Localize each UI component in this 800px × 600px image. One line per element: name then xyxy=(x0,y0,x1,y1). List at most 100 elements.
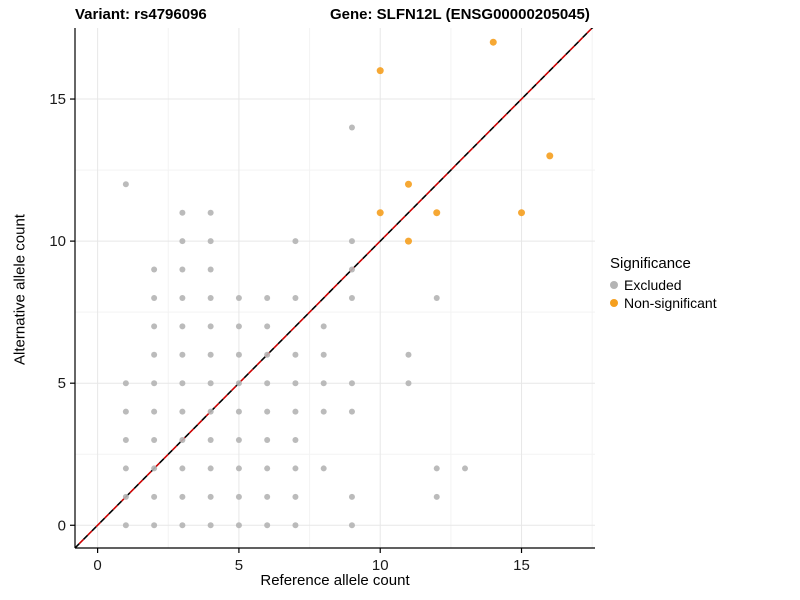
data-point-excluded xyxy=(292,522,299,529)
data-point-excluded xyxy=(292,437,299,444)
data-point-excluded xyxy=(179,209,186,216)
data-point-excluded xyxy=(292,294,299,301)
legend-item-label: Excluded xyxy=(624,277,682,293)
data-point-excluded xyxy=(348,522,355,529)
data-point-excluded xyxy=(264,522,271,529)
data-point-excluded xyxy=(122,493,129,500)
data-point-excluded xyxy=(462,465,468,472)
data-point-excluded xyxy=(264,323,271,330)
data-point-excluded xyxy=(207,266,214,273)
data-point-excluded xyxy=(235,380,242,387)
data-point-excluded xyxy=(292,408,299,415)
data-point-excluded xyxy=(292,238,299,245)
y-axis-label: Alternative allele count xyxy=(11,214,29,365)
data-point-excluded xyxy=(207,380,214,387)
excluded-dot-icon xyxy=(610,281,618,289)
data-point-excluded xyxy=(179,522,186,529)
data-point-excluded xyxy=(207,465,214,472)
data-point-excluded xyxy=(179,294,186,301)
data-point-excluded xyxy=(179,437,186,444)
data-point-excluded xyxy=(264,437,271,444)
data-point-non-significant xyxy=(518,209,526,217)
data-point-excluded xyxy=(235,294,242,301)
data-point-excluded xyxy=(207,323,214,330)
data-point-excluded xyxy=(151,351,158,358)
data-point-excluded xyxy=(207,408,214,415)
data-point-excluded xyxy=(348,294,355,301)
variant-title: Variant: rs4796096 xyxy=(75,6,207,23)
data-point-excluded xyxy=(179,408,186,415)
data-point-excluded xyxy=(151,408,158,415)
data-point-non-significant xyxy=(376,67,384,75)
data-point-excluded xyxy=(292,351,299,358)
data-point-excluded xyxy=(405,380,412,387)
data-point-excluded xyxy=(235,522,242,529)
data-point-excluded xyxy=(151,380,158,387)
y-tick-label: 0 xyxy=(58,517,66,534)
data-point-non-significant xyxy=(433,209,441,217)
data-point-excluded xyxy=(122,437,129,444)
data-point-excluded xyxy=(207,351,214,358)
data-point-excluded xyxy=(122,522,129,529)
data-point-excluded xyxy=(151,522,158,529)
gene-title: Gene: SLFN12L (ENSG00000205045) xyxy=(330,6,590,23)
data-point-excluded xyxy=(292,465,299,472)
x-tick-label: 15 xyxy=(513,557,530,574)
data-point-excluded xyxy=(122,380,129,387)
data-point-excluded xyxy=(235,465,242,472)
data-point-excluded xyxy=(348,408,355,415)
legend-item-non-significant: Non-significant xyxy=(610,295,795,311)
data-point-excluded xyxy=(122,408,129,415)
data-point-non-significant xyxy=(489,38,497,46)
data-point-excluded xyxy=(207,522,214,529)
y-tick-label: 5 xyxy=(58,375,66,392)
legend-item-label: Non-significant xyxy=(624,295,717,311)
data-point-excluded xyxy=(179,465,186,472)
data-point-excluded xyxy=(151,294,158,301)
data-point-excluded xyxy=(207,238,214,245)
data-point-excluded xyxy=(264,493,271,500)
data-point-excluded xyxy=(264,465,271,472)
data-point-excluded xyxy=(151,266,158,273)
data-point-non-significant xyxy=(376,209,384,217)
data-point-excluded xyxy=(433,294,440,301)
data-point-excluded xyxy=(179,238,186,245)
legend-item-excluded: Excluded xyxy=(610,277,795,293)
data-point-excluded xyxy=(179,266,186,273)
data-point-excluded xyxy=(348,493,355,500)
data-point-excluded xyxy=(151,437,158,444)
data-point-excluded xyxy=(433,493,440,500)
identity-line-black xyxy=(75,28,594,548)
data-point-excluded xyxy=(292,380,299,387)
x-tick-label: 0 xyxy=(93,557,101,574)
data-point-excluded xyxy=(122,181,129,188)
data-point-excluded xyxy=(348,380,355,387)
data-point-excluded xyxy=(235,408,242,415)
x-tick-label: 10 xyxy=(372,557,389,574)
data-point-excluded xyxy=(405,351,412,358)
y-tick-label: 10 xyxy=(49,233,66,250)
legend: Significance Excluded Non-significant xyxy=(610,255,795,313)
x-axis-label: Reference allele count xyxy=(260,572,410,589)
y-tick-label: 15 xyxy=(49,91,66,108)
data-point-excluded xyxy=(207,437,214,444)
data-point-excluded xyxy=(348,238,355,245)
data-point-excluded xyxy=(235,437,242,444)
data-point-excluded xyxy=(207,493,214,500)
data-point-non-significant xyxy=(404,237,412,245)
data-point-excluded xyxy=(122,465,129,472)
data-point-excluded xyxy=(320,351,327,358)
data-point-non-significant xyxy=(404,180,412,188)
data-point-excluded xyxy=(151,465,158,472)
data-point-excluded xyxy=(235,323,242,330)
data-point-excluded xyxy=(207,294,214,301)
data-point-excluded xyxy=(151,493,158,500)
data-point-excluded xyxy=(264,380,271,387)
legend-title: Significance xyxy=(610,255,691,272)
identity-line-red xyxy=(75,28,594,548)
data-point-excluded xyxy=(264,351,271,358)
data-point-excluded xyxy=(179,351,186,358)
data-point-excluded xyxy=(320,323,327,330)
